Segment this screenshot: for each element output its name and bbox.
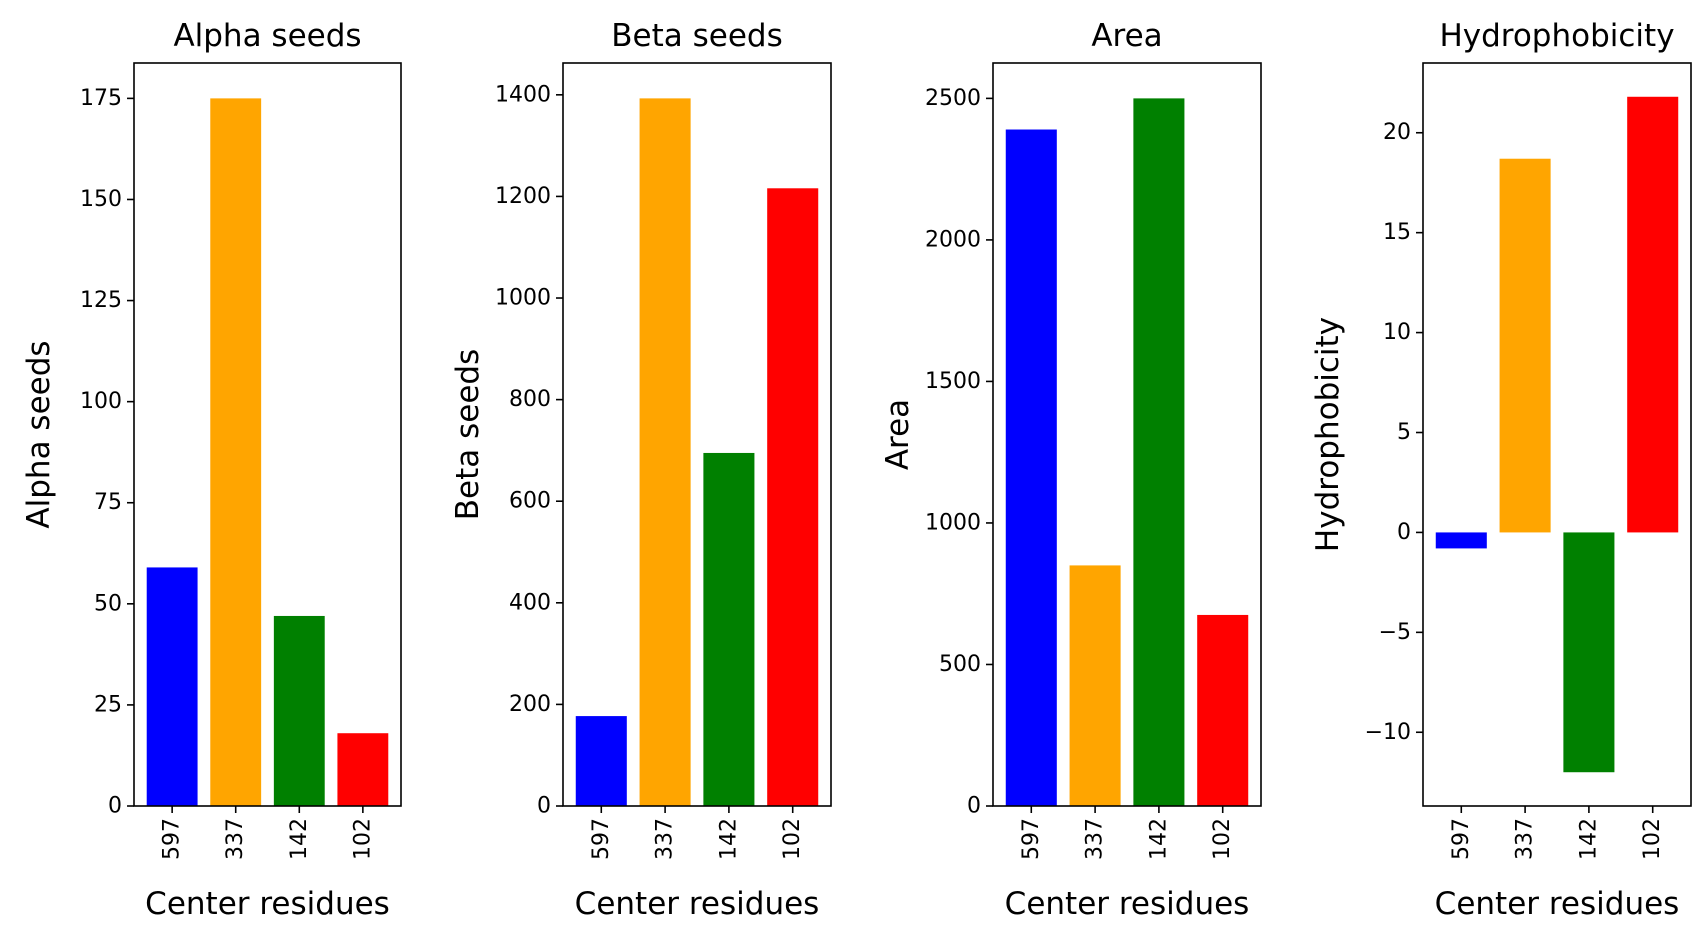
x-tick-label-337: 337 <box>1513 818 1538 860</box>
bar-597 <box>1005 129 1057 807</box>
x-axis-label: Center residues <box>1435 886 1680 922</box>
y-tick-label: −5 <box>1379 620 1411 645</box>
axes-frame <box>992 62 1262 807</box>
x-tick-label-102: 102 <box>1210 818 1235 860</box>
chart-title: Hydrophobicity <box>1439 18 1674 54</box>
y-tick-label: 0 <box>1397 520 1411 545</box>
x-tick-label-337: 337 <box>653 818 678 860</box>
bar-102 <box>1197 614 1249 806</box>
y-tick-label: 500 <box>939 652 981 677</box>
x-tick-label-142: 142 <box>1146 818 1171 860</box>
x-tick-label-142: 142 <box>287 818 312 860</box>
x-tick-label-597: 597 <box>589 818 614 860</box>
bar-597 <box>575 716 627 806</box>
axes-frame <box>133 62 402 807</box>
y-axis-label: Beta seeds <box>450 349 486 520</box>
bar-102 <box>767 188 819 807</box>
y-tick-label: 125 <box>80 288 122 313</box>
x-tick-label-142: 142 <box>1576 818 1601 860</box>
y-tick-label: 75 <box>94 490 122 515</box>
x-tick-label-142: 142 <box>716 818 741 860</box>
x-tick-label-597: 597 <box>1449 818 1474 860</box>
chart-panel-1: 0 25 50 75 100 125 150 175 597 337 142 102 Alpha see… <box>21 18 402 922</box>
y-tick-label: 5 <box>1397 420 1411 445</box>
axes-frame <box>562 62 832 807</box>
y-tick-label: 100 <box>80 389 122 414</box>
y-tick-label: 175 <box>80 86 122 111</box>
y-tick-label: 0 <box>537 794 551 819</box>
y-tick-label: −10 <box>1365 720 1411 745</box>
y-tick-label: 600 <box>509 489 551 514</box>
y-axis-label: Hydrophobicity <box>1310 317 1346 552</box>
bar-142 <box>1133 98 1185 806</box>
axes-frame <box>1422 62 1692 807</box>
y-tick-label: 800 <box>509 387 551 412</box>
y-axis-label: Area <box>880 399 916 470</box>
y-tick-label: 2000 <box>925 227 981 252</box>
x-axis-label: Center residues <box>575 886 820 922</box>
y-tick-label: 0 <box>108 794 122 819</box>
y-tick-label: 1400 <box>495 82 551 107</box>
x-tick-label-102: 102 <box>1640 818 1665 860</box>
x-tick-label-337: 337 <box>223 818 248 860</box>
bar-337 <box>639 98 691 806</box>
chart-panel-4: −10 −5 0 5 10 15 20 597 337 142 102 Hydrophobicity C… <box>1310 18 1692 922</box>
bar-142 <box>273 615 325 806</box>
bar-337 <box>1069 565 1121 806</box>
y-tick-label: 1200 <box>495 184 551 209</box>
chart-panel-3: 0 500 1000 1500 2000 2500 597 337 142 102 Area Cent… <box>880 18 1262 922</box>
bar-142 <box>1563 532 1615 773</box>
y-tick-label: 400 <box>509 590 551 615</box>
y-tick-label: 150 <box>80 187 122 212</box>
bar-142 <box>703 452 755 806</box>
x-tick-label-337: 337 <box>1083 818 1108 860</box>
x-axis-label: Center residues <box>1005 886 1250 922</box>
y-tick-label: 25 <box>94 692 122 717</box>
y-tick-label: 10 <box>1383 320 1411 345</box>
bar-337 <box>210 98 262 806</box>
x-tick-label-597: 597 <box>160 818 185 860</box>
y-axis-label: Alpha seeds <box>21 340 57 528</box>
y-tick-label: 2500 <box>925 86 981 111</box>
x-tick-label-102: 102 <box>780 818 805 860</box>
y-tick-label: 200 <box>509 692 551 717</box>
y-tick-label: 20 <box>1383 120 1411 145</box>
bar-597 <box>1435 532 1487 549</box>
x-tick-label-102: 102 <box>350 818 375 860</box>
chart-title: Alpha seeds <box>173 18 361 54</box>
bar-102 <box>337 733 389 806</box>
chart-title: Area <box>1091 18 1162 54</box>
chart-panel-2: 0 200 400 600 800 1000 1200 1400 597 337 142 102 Bet… <box>450 18 832 922</box>
y-tick-label: 15 <box>1383 220 1411 245</box>
y-tick-label: 1500 <box>925 369 981 394</box>
bar-102 <box>1627 96 1679 533</box>
x-axis-label: Center residues <box>145 886 390 922</box>
y-tick-label: 0 <box>967 794 981 819</box>
bar-597 <box>146 567 198 806</box>
x-tick-label-597: 597 <box>1019 818 1044 860</box>
y-tick-label: 1000 <box>495 286 551 311</box>
chart-title: Beta seeds <box>611 18 782 54</box>
bar-337 <box>1499 158 1551 533</box>
y-tick-label: 1000 <box>925 510 981 535</box>
y-tick-label: 50 <box>94 591 122 616</box>
